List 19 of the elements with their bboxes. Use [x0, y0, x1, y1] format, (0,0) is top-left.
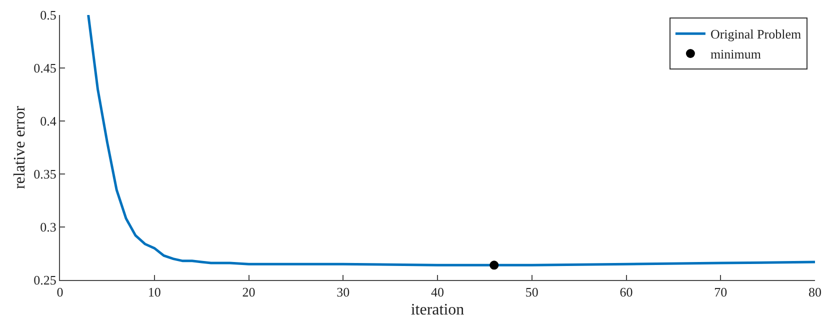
y-tick-label: 0.5 [40, 8, 56, 23]
x-tick-label: 70 [714, 284, 728, 300]
x-tick-label: 10 [148, 284, 161, 300]
y-tick-label: 0.45 [34, 60, 56, 76]
x-tick-label: 20 [242, 284, 256, 300]
y-axis-title: relative error [12, 105, 29, 190]
legend-label: Original Problem [710, 26, 802, 42]
y-tick-label: 0.4 [40, 114, 57, 129]
x-tick-label: 80 [808, 284, 822, 300]
legend-label: minimum [710, 46, 762, 62]
y-tick-label: 0.35 [34, 166, 56, 182]
x-tick-label: 0 [56, 284, 64, 300]
x-tick-label: 60 [620, 284, 633, 300]
y-tick-label: 0.3 [40, 220, 56, 235]
x-tick-label: 50 [525, 284, 538, 300]
x-tick-label: 30 [336, 284, 350, 300]
y-tick-label: 0.25 [34, 272, 56, 288]
x-axis-title: iteration [410, 301, 464, 318]
x-tick-label: 40 [431, 284, 444, 300]
